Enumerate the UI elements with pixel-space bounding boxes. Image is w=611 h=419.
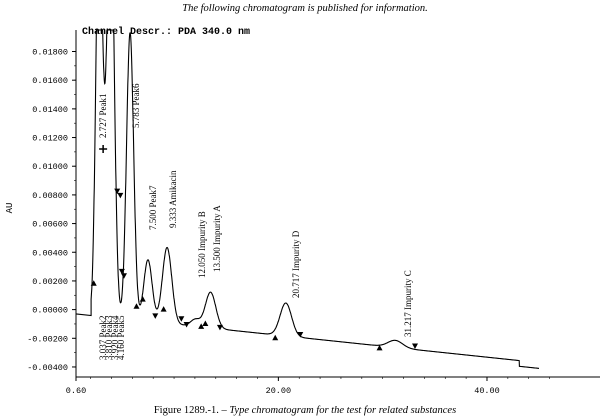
integration-marker [114,188,121,195]
peak-label: 4.160 Peak5 [116,315,126,360]
figure-caption-text: Type chromatogram for the test for relat… [229,405,456,416]
header-note: The following chromatogram is published … [182,3,428,14]
integration-marker [152,313,159,319]
y-tick-label: 0.01800 [32,48,68,58]
x-tick-label: 40.00 [474,386,500,396]
y-tick-label: 0.00200 [32,277,68,287]
y-axis-label: AU [5,203,15,214]
figure-caption-prefix: Figure 1289.-1. – [154,405,230,416]
y-tick-label: 0.01600 [32,76,68,86]
y-tick-label: 0.00600 [32,220,68,230]
peak-label: 3.920 Peak4 [110,315,120,360]
peak-label: 5.783 Peak6 [131,83,141,128]
peak-label: 20.717 Impurity D [291,230,301,298]
integration-marker [160,306,167,312]
chart-title: Channel Descr.: PDA 340.0 nm [82,26,250,38]
y-tick-label: 0.00800 [32,191,68,201]
integration-marker [272,334,279,341]
peak-label: 13.500 Impurity A [212,205,222,272]
integration-marker [202,320,209,326]
integration-marker [376,344,383,351]
y-tick-label: 0.01200 [32,134,68,144]
peak-label: 3.037 Peak2 [98,316,108,361]
integration-marker [183,321,190,328]
integration-marker [198,323,205,329]
integration-marker [139,296,146,302]
peak-label: 2.727 Peak1 [98,94,108,139]
y-tick-label: -0.00400 [27,363,68,373]
y-tick-label: -0.00200 [27,334,68,344]
peak-label: 12.050 Impurity B [197,211,207,278]
integration-marker [412,343,419,349]
peak-label: 3.810 Peak3 [104,315,114,360]
integration-marker [297,331,304,338]
integration-marker [99,145,108,154]
integration-marker [120,273,127,279]
peak-label: 31.217 Impurity C [403,270,413,337]
y-tick-label: 0.00000 [32,306,68,316]
peak-label: 7.500 Peak7 [148,185,158,230]
x-tick-label: 0.60 [66,386,86,396]
figure-caption: Figure 1289.-1. – Type chromatogram for … [154,405,456,416]
y-tick-label: 0.00400 [32,248,68,258]
integration-marker [90,280,97,286]
x-tick-label: 20.00 [266,386,292,396]
y-tick-label: 0.01000 [32,162,68,172]
integration-marker [216,324,223,331]
integration-marker [133,303,140,309]
integration-marker [178,316,185,322]
y-tick-label: 0.01400 [32,105,68,115]
integration-marker [117,192,124,199]
peak-label: 9.333 Amikacin [168,170,178,228]
integration-marker [118,268,125,275]
plot-area: 0.01800 0.01600 0.01400 0.01200 0.01000 0.008… [27,29,600,396]
chromatogram-trace [76,29,540,369]
